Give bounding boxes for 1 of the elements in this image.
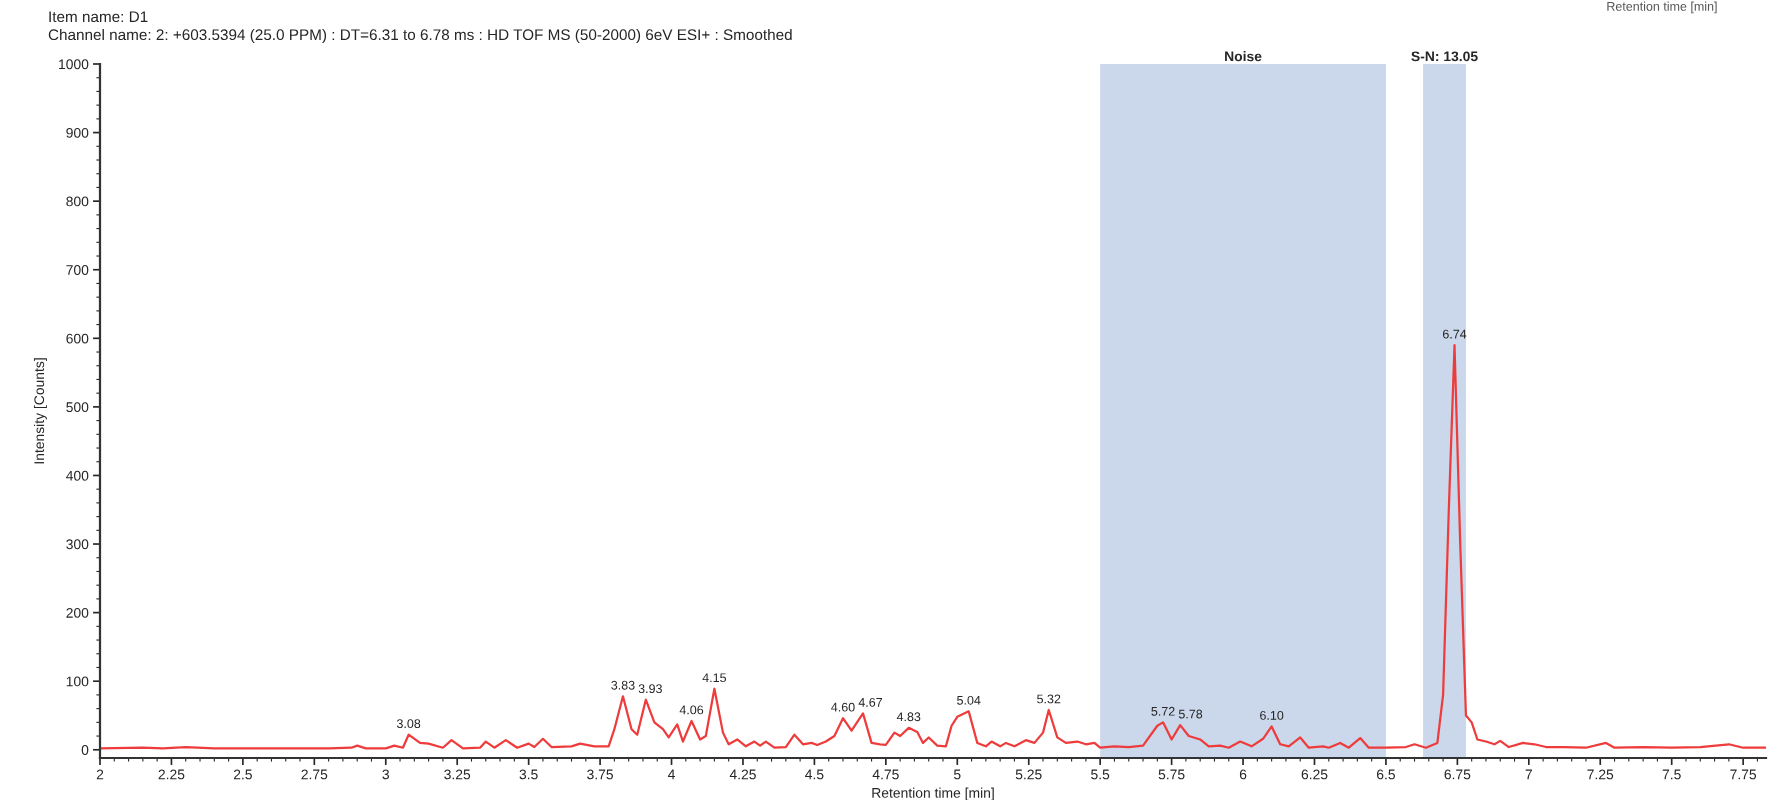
line-series	[100, 344, 1766, 750]
